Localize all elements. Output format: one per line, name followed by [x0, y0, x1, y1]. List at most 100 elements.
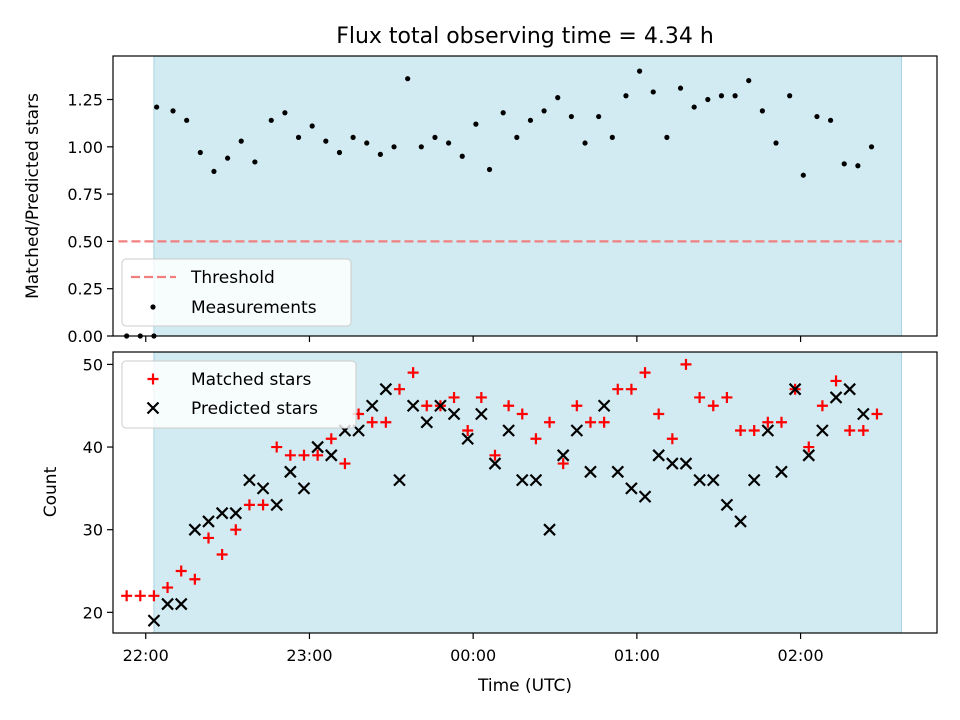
measurement-point [309, 123, 315, 129]
predicted-stars-point [734, 515, 747, 528]
matched-stars-point [134, 590, 146, 602]
predicted-stars-point [584, 465, 597, 479]
count-legend: Matched stars Predicted stars [121, 360, 357, 429]
matched-stars-point [503, 400, 515, 412]
legend-predicted-label: Predicted stars [191, 399, 318, 419]
predicted-stars-point [297, 482, 311, 495]
measurement-point [636, 68, 643, 74]
predicted-stars-point [679, 457, 693, 470]
measurement-point [800, 172, 806, 178]
measurement-point [814, 113, 820, 120]
legend-threshold-label: Threshold [190, 268, 275, 288]
matched-stars-point [857, 425, 869, 437]
measurement-point [582, 140, 588, 146]
predicted-stars-point [802, 449, 816, 462]
matched-stars-point [830, 375, 842, 387]
count-axes-frame [112, 351, 938, 634]
measurement-point [827, 117, 834, 123]
measurement-point [377, 151, 383, 157]
matched-stars-point [325, 433, 337, 445]
predicted-stars-point [625, 482, 638, 495]
measurement-point [855, 163, 861, 169]
measurement-point [446, 140, 452, 146]
predicted-stars-point [556, 449, 570, 462]
predicted-stars-point [693, 473, 706, 487]
predicted-stars-point [202, 515, 215, 528]
x-tick-label: 02:00 [778, 646, 824, 665]
measurement-point [154, 104, 160, 110]
predicted-stars-point [284, 465, 297, 479]
legend-matched-swatch [147, 373, 159, 385]
predicted-stars-point [311, 440, 324, 454]
measurement-point [170, 108, 176, 114]
matched-stars-point [243, 499, 255, 511]
ratio-y-tick-label: 0.50 [67, 232, 103, 251]
predicted-stars-point [229, 506, 243, 520]
matched-stars-point [516, 408, 528, 420]
matched-stars-point [557, 458, 569, 470]
ratio-axes-frame [112, 55, 938, 337]
measurement-point [268, 117, 274, 123]
measurement-point [541, 108, 547, 114]
matched-stars-point [462, 425, 474, 437]
predicted-stars-point [543, 523, 556, 536]
predicted-stars-point [761, 424, 775, 437]
matched-stars-point [598, 416, 610, 428]
measurement-point [527, 117, 534, 123]
predicted-stars-point [829, 391, 843, 404]
matched-stars-point [803, 441, 815, 453]
matched-stars-point [257, 499, 269, 511]
count-y-tick-label: 50 [83, 355, 103, 374]
measurement-point [323, 138, 329, 144]
matched-stars-point [216, 548, 228, 560]
measurement-point [596, 113, 602, 120]
measurement-point [841, 161, 847, 167]
predicted-stars-point [529, 473, 543, 487]
measurement-point [418, 144, 424, 150]
matched-stars-point [844, 425, 856, 437]
measurement-point [486, 166, 493, 173]
matched-stars-point [748, 425, 760, 437]
measurement-point [336, 149, 343, 156]
predicted-stars-point [747, 473, 761, 487]
predicted-stars-point [638, 490, 652, 503]
predicted-stars-point [611, 465, 625, 479]
predicted-stars-point [515, 473, 529, 487]
measurement-point [238, 138, 244, 144]
matched-stars-point [707, 400, 719, 412]
matched-stars-point [339, 458, 351, 470]
measurement-point [868, 144, 875, 150]
ratio-y-tick-label: 0.00 [67, 327, 103, 346]
measurement-point [405, 76, 411, 82]
predicted-stars-point [243, 473, 256, 487]
predicted-stars-point [720, 498, 734, 512]
measurement-point [555, 95, 561, 101]
matched-stars-point [271, 441, 283, 453]
predicted-stars-point [256, 482, 270, 495]
predicted-stars-point [161, 597, 174, 611]
x-tick-label: 00:00 [450, 646, 496, 665]
measurement-point [691, 104, 697, 110]
measurement-point [295, 134, 302, 140]
legend-matched-label: Matched stars [191, 370, 311, 390]
ratio-legend-box [121, 258, 352, 327]
predicted-stars-point [570, 424, 584, 437]
matched-stars-point [230, 524, 242, 536]
predicted-stars-point [447, 407, 461, 421]
matched-stars-point [489, 449, 501, 461]
ratio-legend: Threshold Measurements [121, 258, 352, 327]
measurement-point [514, 134, 520, 140]
matched-stars-point [871, 408, 883, 420]
predicted-stars-point [502, 424, 515, 437]
measurement-point [609, 134, 615, 140]
predicted-stars-point [215, 506, 229, 520]
matched-stars-point [694, 391, 706, 403]
count-y-tick-label: 30 [83, 521, 103, 540]
measurement-point [432, 134, 438, 140]
predicted-stars-point [775, 465, 788, 479]
matched-stars-point [544, 416, 556, 428]
predicted-stars-point [475, 407, 488, 421]
legend-predicted-swatch [146, 401, 160, 415]
predicted-stars-point [843, 382, 856, 396]
